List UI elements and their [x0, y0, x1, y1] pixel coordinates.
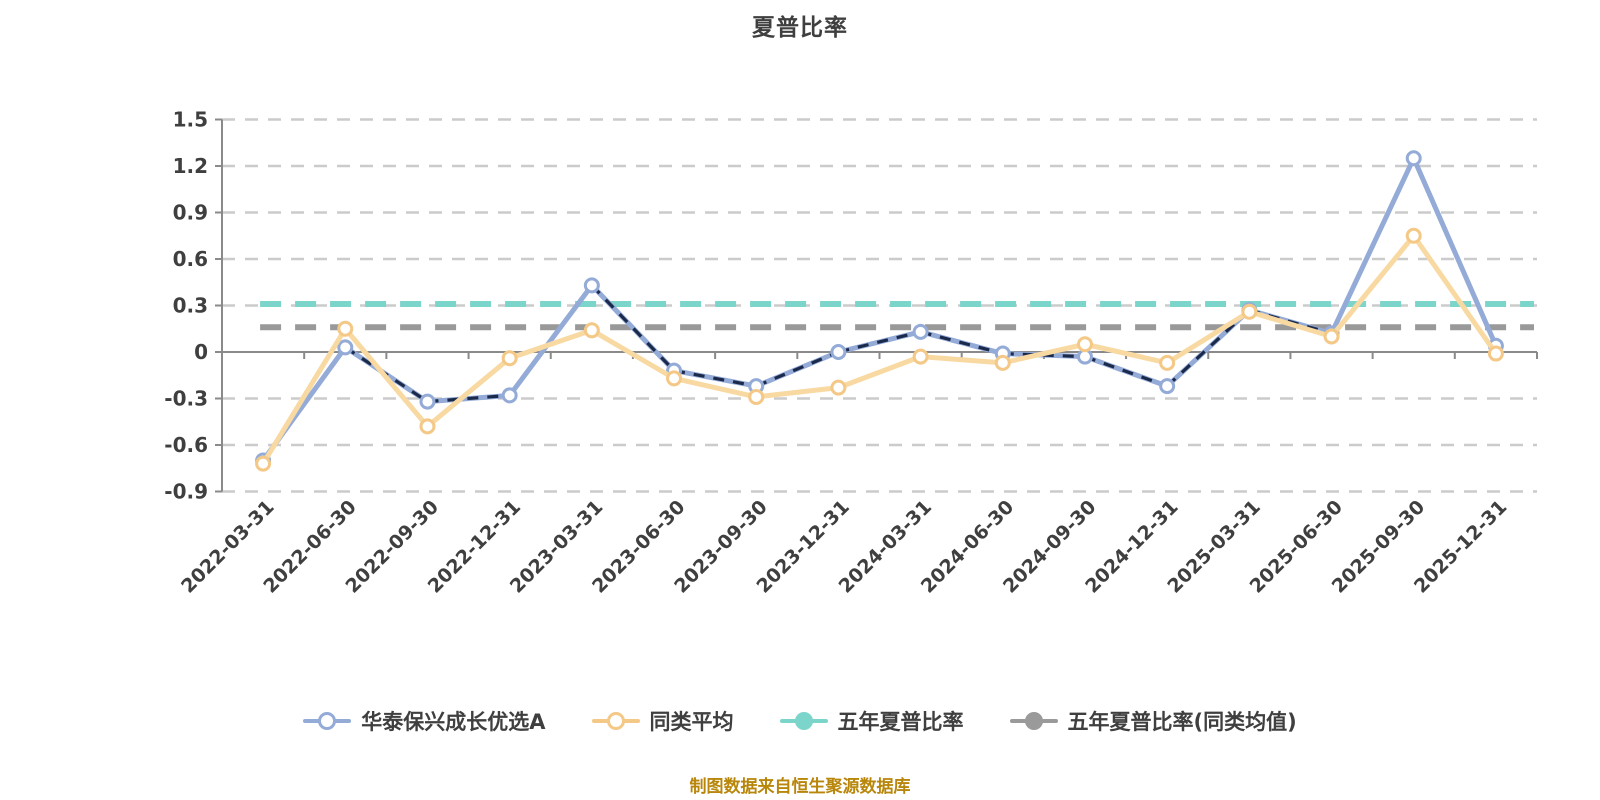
y-axis-label: 0.6	[173, 247, 208, 271]
y-axis-label: -0.9	[164, 480, 208, 504]
data-point-marker	[912, 323, 929, 340]
legend-label: 五年夏普比率(同类均值)	[1067, 710, 1297, 734]
series-line	[260, 233, 1499, 467]
data-point-marker	[1159, 354, 1176, 371]
legend-label: 同类平均	[649, 710, 734, 734]
legend-dot	[1024, 712, 1043, 730]
y-axis-label: 1.5	[173, 108, 208, 132]
data-point-marker	[255, 455, 272, 472]
legend-item-4[interactable]: 五年夏普比率(同类均值)	[1009, 706, 1297, 736]
legend-label: 五年夏普比率	[837, 710, 964, 734]
legend-label: 华泰保兴成长优选A	[361, 710, 546, 734]
y-axis-label: -0.6	[164, 433, 208, 457]
data-point-marker	[501, 350, 518, 367]
data-point-marker	[337, 339, 354, 356]
data-point-marker	[583, 277, 600, 294]
legend-marker-icon	[303, 712, 352, 730]
data-point-marker	[419, 418, 436, 435]
legend-dot	[794, 712, 813, 730]
legend-marker-icon	[591, 712, 640, 730]
data-point-marker	[1405, 150, 1422, 167]
data-point-marker	[830, 379, 847, 396]
y-axis-label: 1.2	[173, 154, 208, 178]
data-point-marker	[337, 320, 354, 337]
data-point-marker	[501, 387, 518, 404]
series-line	[260, 155, 1499, 463]
data-point-marker	[1159, 378, 1176, 395]
legend-dot	[318, 712, 337, 730]
data-point-marker	[583, 322, 600, 339]
data-point-marker	[1487, 345, 1504, 362]
legend-marker-icon	[779, 712, 828, 730]
data-point-marker	[419, 393, 436, 410]
data-point-marker	[1323, 328, 1340, 345]
data-source-note: 制图数据来自恒生聚源数据库	[689, 777, 911, 797]
y-axis-label: 0.3	[173, 294, 208, 318]
data-point-marker	[1076, 336, 1093, 353]
chart-title: 夏普比率	[752, 15, 848, 41]
y-axis-label: 0.9	[173, 201, 208, 225]
legend-marker-icon	[1009, 712, 1058, 730]
data-point-marker	[1241, 303, 1258, 320]
chart-legend: 华泰保兴成长优选A 同类平均 五年夏普比率 五年夏普比率(同类均值)	[0, 706, 1600, 736]
data-point-marker	[666, 370, 683, 387]
legend-item-2[interactable]: 同类平均	[591, 706, 734, 736]
data-point-marker	[830, 344, 847, 360]
data-point-marker	[1405, 227, 1422, 244]
data-point-marker	[912, 348, 929, 365]
legend-item-3[interactable]: 五年夏普比率	[779, 706, 964, 736]
data-point-marker	[994, 354, 1011, 371]
y-axis-label: 0	[194, 340, 208, 364]
legend-dot	[606, 712, 625, 730]
y-axis-label: -0.3	[164, 387, 208, 411]
legend-item-1[interactable]: 华泰保兴成长优选A	[303, 706, 546, 736]
data-point-marker	[748, 388, 765, 405]
